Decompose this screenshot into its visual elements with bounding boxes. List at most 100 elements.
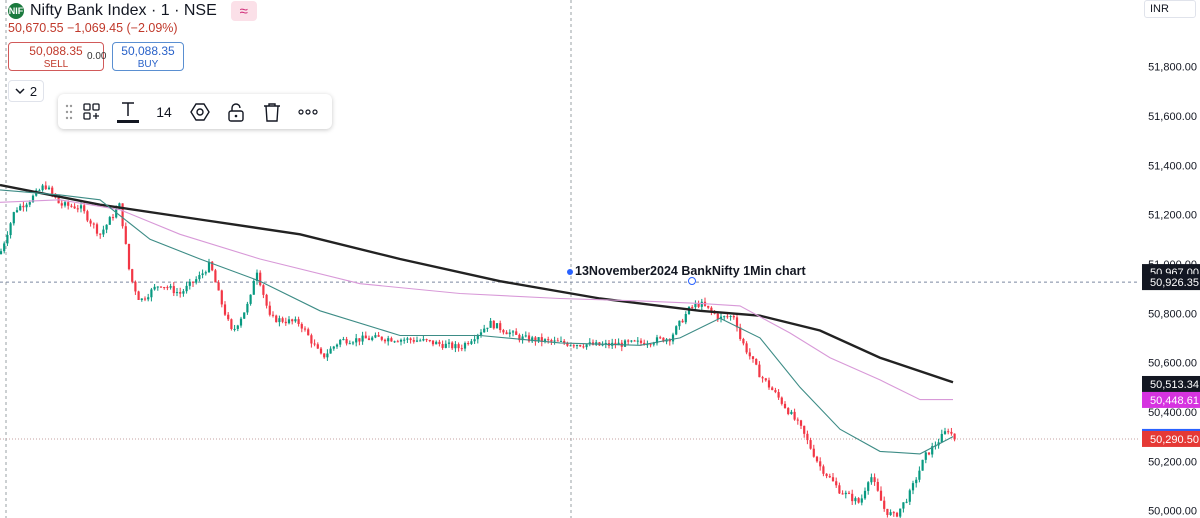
price-badge-label: 50,448.61 — [1150, 395, 1199, 407]
annotation-anchor[interactable] — [567, 269, 573, 275]
candle-body — [431, 340, 435, 345]
candle-body — [783, 403, 787, 409]
candle-body — [396, 341, 399, 343]
candle-body — [166, 287, 169, 289]
more-button[interactable] — [290, 94, 326, 129]
candle-body — [479, 332, 483, 335]
symbol-title[interactable]: Nifty Bank Index · 1 · NSE — [30, 2, 217, 19]
candle-body — [572, 345, 575, 347]
candle-body — [12, 212, 15, 224]
indicator-count: 2 — [29, 83, 38, 99]
candle-body — [870, 477, 873, 483]
candle-body — [806, 433, 809, 441]
candle-body — [111, 217, 115, 219]
candle-body — [355, 338, 358, 343]
candle-body — [649, 344, 652, 346]
candle-body — [841, 493, 844, 495]
chart-annotation-text[interactable]: 13November2024 BankNifty 1Min chart — [575, 264, 806, 278]
candle-body — [671, 334, 675, 342]
drag-handle-icon[interactable] — [64, 103, 74, 121]
candle-body — [137, 291, 140, 300]
candle-body — [102, 229, 105, 235]
candle-body — [387, 338, 390, 342]
candle-body — [476, 334, 479, 340]
lock-button[interactable] — [218, 94, 254, 129]
currency-selector[interactable]: INR — [1144, 0, 1196, 18]
candle-body — [886, 508, 889, 516]
candle-body — [921, 459, 924, 471]
candle-body — [639, 340, 643, 343]
candle-body — [179, 292, 182, 294]
candle-body — [28, 202, 31, 205]
candle-body — [297, 319, 300, 325]
candle-body — [585, 344, 588, 348]
candle-body — [499, 323, 502, 331]
candle-body — [89, 220, 92, 224]
compare-wave-icon[interactable]: ≈ — [230, 1, 257, 21]
candle-body — [943, 431, 947, 434]
buy-button[interactable]: 50,088.35 BUY — [112, 42, 184, 71]
buy-price: 50,088.35 — [121, 44, 175, 58]
candle-body — [518, 334, 521, 341]
chevron-down-icon — [15, 88, 25, 95]
candle-body — [790, 411, 793, 414]
price-badge — [1142, 375, 1200, 392]
candle-body — [86, 211, 89, 221]
candle-body — [143, 298, 147, 300]
candle-body — [889, 512, 892, 516]
candle-body — [838, 485, 841, 494]
candle-body — [412, 340, 415, 342]
candle-body — [483, 328, 486, 333]
candle-body — [6, 235, 9, 244]
sell-button[interactable]: 50,088.35 SELL — [8, 42, 104, 71]
candle-body — [70, 205, 73, 207]
candle-body — [723, 316, 726, 318]
candle-body — [652, 343, 655, 345]
candle-body — [95, 224, 99, 234]
add-template-button[interactable] — [74, 94, 110, 129]
candle-body — [575, 345, 579, 347]
candle-body — [831, 477, 835, 482]
font-size-button[interactable]: 14 — [146, 94, 182, 129]
candle-body — [815, 456, 819, 462]
candle-body — [195, 279, 198, 283]
candle-body — [681, 320, 684, 323]
candle-body — [185, 285, 188, 292]
candle-body — [275, 315, 278, 323]
candle-body — [358, 338, 361, 342]
candle-body — [940, 433, 943, 443]
candle-body — [524, 335, 527, 337]
candle-body — [883, 500, 886, 509]
candle-body — [99, 233, 102, 235]
symbol-header[interactable]: NIF Nifty Bank Index · 1 · NSE ≈ — [8, 0, 257, 22]
candle-body — [751, 356, 755, 360]
candle-body — [147, 297, 150, 300]
candle-body — [947, 431, 950, 433]
candle-body — [348, 343, 351, 345]
candle-body — [553, 340, 556, 342]
candle-body — [767, 380, 771, 388]
candle-body — [236, 325, 239, 329]
candle-body — [204, 272, 207, 274]
ma-line-2 — [0, 199, 953, 401]
drawing-toolbar[interactable]: 14 — [58, 94, 332, 129]
candle-body — [630, 340, 633, 342]
price-badge — [1142, 274, 1200, 291]
candle-body — [559, 340, 563, 342]
candle-body — [614, 342, 617, 346]
candle-body — [374, 335, 377, 338]
text-color-button[interactable] — [110, 94, 146, 129]
annotation-handle[interactable] — [688, 277, 696, 285]
indicators-collapse-button[interactable]: 2 — [8, 80, 44, 102]
candle-body — [159, 286, 163, 288]
candle-body — [230, 319, 233, 329]
settings-button[interactable] — [182, 94, 218, 129]
candle-body — [812, 448, 815, 457]
delete-button[interactable] — [254, 94, 290, 129]
candle-body — [310, 335, 313, 344]
candle-body — [51, 187, 54, 194]
sell-price: 50,088.35 — [29, 44, 83, 58]
candle-body — [361, 335, 364, 342]
candles — [0, 181, 956, 518]
